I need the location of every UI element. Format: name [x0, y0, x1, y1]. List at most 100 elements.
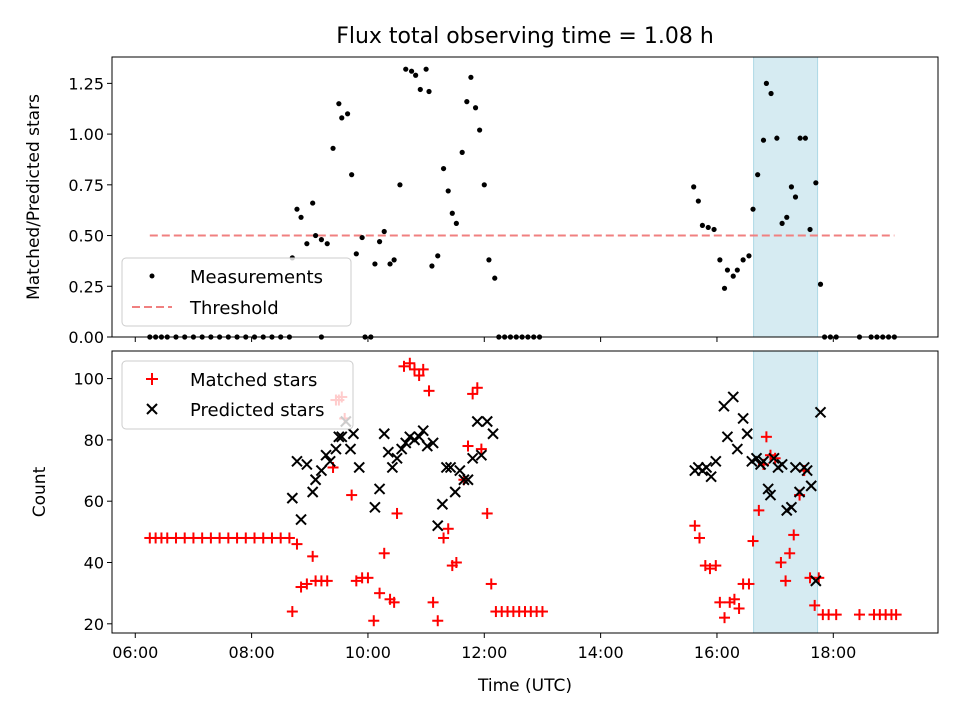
- predicted-star-point: [454, 464, 466, 477]
- measurement-point: [774, 135, 780, 141]
- predicted-star-point: [444, 461, 457, 474]
- measurement-point: [750, 206, 756, 212]
- matched-star-point: [301, 578, 313, 590]
- y-tick-label: 1.25: [68, 74, 104, 93]
- measurement-point: [721, 285, 728, 291]
- predicted-star-point: [475, 449, 488, 461]
- predicted-star-point: [436, 498, 449, 510]
- predicted-star-point: [336, 431, 348, 443]
- matched-star-point: [728, 593, 740, 605]
- measurement-point: [304, 241, 310, 247]
- predicted-star-point: [315, 464, 328, 477]
- measurement-point: [353, 251, 359, 257]
- top-highlight-span: [753, 56, 819, 338]
- measurement-point: [760, 137, 767, 143]
- bottom-panel: 20 40 60 80 100 06:00 08:00 10:00 12:00 14:00 16:…: [30, 350, 939, 696]
- matched-star-point: [438, 532, 450, 544]
- measurement-point: [705, 224, 711, 231]
- x-tick-label: 18:00: [810, 643, 856, 662]
- predicted-star-point: [471, 415, 484, 428]
- predicted-star-point: [330, 443, 342, 455]
- predicted-star-point: [462, 474, 474, 486]
- measurement-point: [813, 180, 819, 186]
- predicted-star-point: [731, 443, 744, 455]
- legend-measurements-marker: [149, 273, 155, 279]
- measurement-point: [691, 184, 697, 190]
- predicted-star-point: [776, 458, 788, 471]
- predicted-star-point: [306, 486, 319, 498]
- measurement-point: [802, 135, 808, 141]
- matched-star-point: [391, 507, 403, 519]
- measurement-point: [310, 200, 316, 206]
- matched-star-point: [368, 615, 380, 627]
- measurement-point: [492, 275, 498, 281]
- bottom-axes-frame: [111, 350, 939, 634]
- matched-star-point: [788, 529, 800, 541]
- top-axes-frame: [111, 56, 939, 338]
- legend-predicted-marker: [146, 403, 158, 415]
- measurement-point: [724, 267, 731, 273]
- matched-star-point: [291, 538, 303, 550]
- bottom-legend-box: [121, 360, 354, 430]
- predicted-star-point: [764, 489, 777, 501]
- predicted-star-point: [333, 431, 345, 443]
- measurement-point: [449, 210, 455, 216]
- matched-star-point: [321, 575, 333, 587]
- matched-star-point: [346, 489, 358, 501]
- top-panel: 0.00 0.25 0.50 0.75 1.00 1.25 Matched/Predict…: [24, 56, 939, 347]
- measurement-point: [298, 214, 304, 220]
- measurement-point: [746, 253, 752, 259]
- measurement-point: [429, 263, 435, 269]
- matched-star-point: [536, 606, 548, 618]
- bottom-x-ticks: 06:00 08:00 10:00 12:00 14:00 16:00 18:00: [112, 633, 856, 662]
- matched-star-point: [450, 557, 462, 568]
- measurement-point: [755, 172, 761, 178]
- predicted-star-point: [801, 464, 813, 477]
- predicted-star-point: [737, 412, 749, 425]
- measurement-point: [344, 111, 351, 117]
- x-tick-label: 10:00: [345, 643, 391, 662]
- predicted-star-point: [400, 437, 412, 449]
- measurement-point: [387, 261, 393, 267]
- predicted-star-point: [789, 461, 802, 474]
- measurement-point: [435, 253, 441, 259]
- measurement-point: [372, 261, 378, 267]
- predicted-star-point: [291, 455, 303, 468]
- y-tick-label: 1.00: [68, 125, 104, 144]
- matched-star-point: [423, 385, 435, 397]
- matched-star-point: [432, 615, 444, 627]
- measurement-point: [359, 234, 365, 241]
- measurement-point: [417, 86, 423, 93]
- predicted-star-point: [705, 470, 717, 483]
- predicted-star-point: [466, 452, 479, 464]
- matched-star-point: [780, 575, 792, 587]
- measurement-point: [784, 214, 790, 220]
- predicted-star-point: [757, 455, 770, 468]
- matched-star-point: [413, 370, 425, 382]
- predicted-star-point: [432, 520, 444, 532]
- measurement-point: [763, 80, 770, 86]
- x-tick-label: 12:00: [461, 643, 507, 662]
- matched-star-point: [809, 599, 821, 611]
- predicted-star-point: [805, 480, 817, 492]
- measurement-point: [792, 194, 799, 200]
- matched-star-point: [462, 440, 474, 452]
- y-tick-label: 0.75: [68, 176, 104, 195]
- matched-star-point: [388, 596, 400, 608]
- matched-star-point: [733, 602, 745, 614]
- matched-star-point: [374, 587, 386, 599]
- legend-measurements-label: Measurements: [190, 267, 323, 288]
- predicted-star-point: [762, 483, 774, 495]
- bottom-highlight-span: [753, 350, 819, 634]
- y-tick-label: 0.00: [68, 328, 104, 347]
- chart-title: Flux total observing time = 1.08 h: [336, 24, 714, 49]
- measurement-point: [477, 127, 483, 133]
- legend-matched-label: Matched stars: [190, 370, 317, 391]
- measurement-point: [440, 165, 447, 172]
- measurement-point: [788, 184, 795, 190]
- measurement-point: [730, 273, 736, 279]
- predicted-star-point: [395, 443, 408, 455]
- predicted-star-point: [814, 406, 827, 419]
- matched-star-point: [350, 575, 362, 587]
- top-legend: Measurements Threshold: [121, 257, 352, 327]
